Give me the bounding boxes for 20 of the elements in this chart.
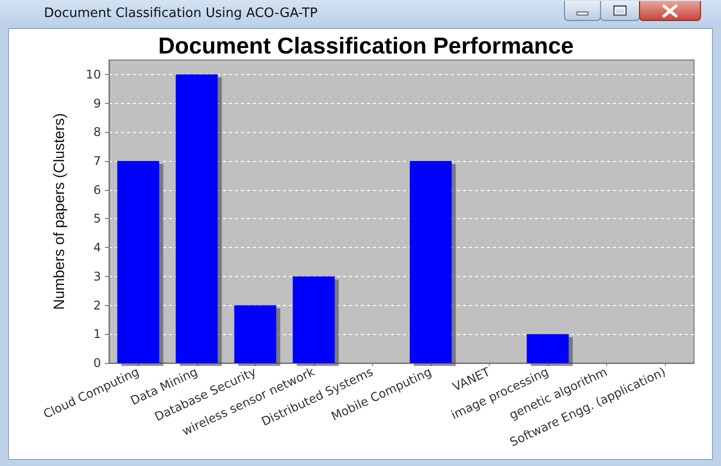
- bar: [410, 161, 452, 363]
- y-tick-label: 1: [93, 327, 101, 342]
- bar: [176, 74, 218, 363]
- bar: [117, 161, 160, 363]
- y-tick-label: 5: [93, 212, 101, 226]
- y-tick-label: 4: [93, 240, 101, 255]
- y-tick-label: 7: [93, 154, 101, 168]
- y-tick-label: 9: [93, 96, 101, 110]
- y-tick-label: 8: [93, 125, 101, 140]
- bar: [292, 276, 335, 363]
- bar: [234, 305, 276, 363]
- text: Document Classification Using ACO-GA-TP: [44, 6, 318, 21]
- y-tick-label: 3: [93, 269, 101, 284]
- y-axis-title: Numbers of papers (Clusters): [51, 113, 68, 310]
- y-tick-label: 2: [93, 298, 101, 312]
- y-tick-label: 6: [93, 182, 101, 197]
- y-tick-label: 10: [86, 67, 101, 82]
- bar: [526, 334, 569, 363]
- chart-title: Document Classification Performance: [158, 32, 574, 58]
- y-tick-label: 0: [93, 356, 101, 370]
